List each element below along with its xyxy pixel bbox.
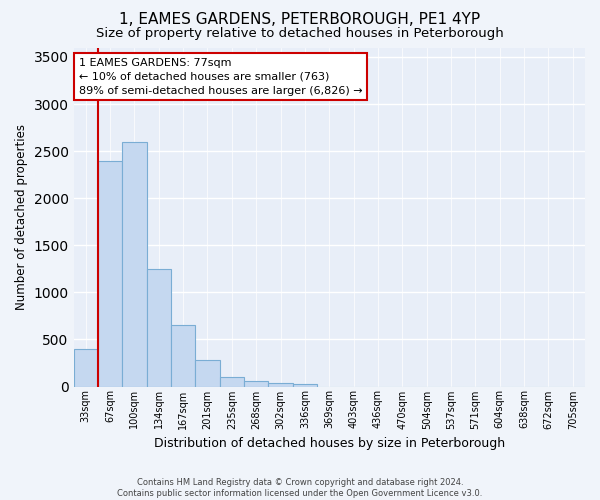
Bar <box>98 160 122 386</box>
Bar <box>196 360 220 386</box>
Text: Size of property relative to detached houses in Peterborough: Size of property relative to detached ho… <box>96 28 504 40</box>
Bar <box>268 382 293 386</box>
Bar <box>74 349 98 387</box>
Bar <box>146 269 171 386</box>
Bar <box>220 377 244 386</box>
Y-axis label: Number of detached properties: Number of detached properties <box>15 124 28 310</box>
Text: Contains HM Land Registry data © Crown copyright and database right 2024.
Contai: Contains HM Land Registry data © Crown c… <box>118 478 482 498</box>
Text: 1 EAMES GARDENS: 77sqm
← 10% of detached houses are smaller (763)
89% of semi-de: 1 EAMES GARDENS: 77sqm ← 10% of detached… <box>79 58 362 96</box>
Bar <box>122 142 146 386</box>
Bar <box>293 384 317 386</box>
Bar <box>244 382 268 386</box>
X-axis label: Distribution of detached houses by size in Peterborough: Distribution of detached houses by size … <box>154 437 505 450</box>
Text: 1, EAMES GARDENS, PETERBOROUGH, PE1 4YP: 1, EAMES GARDENS, PETERBOROUGH, PE1 4YP <box>119 12 481 28</box>
Bar <box>171 326 196 386</box>
